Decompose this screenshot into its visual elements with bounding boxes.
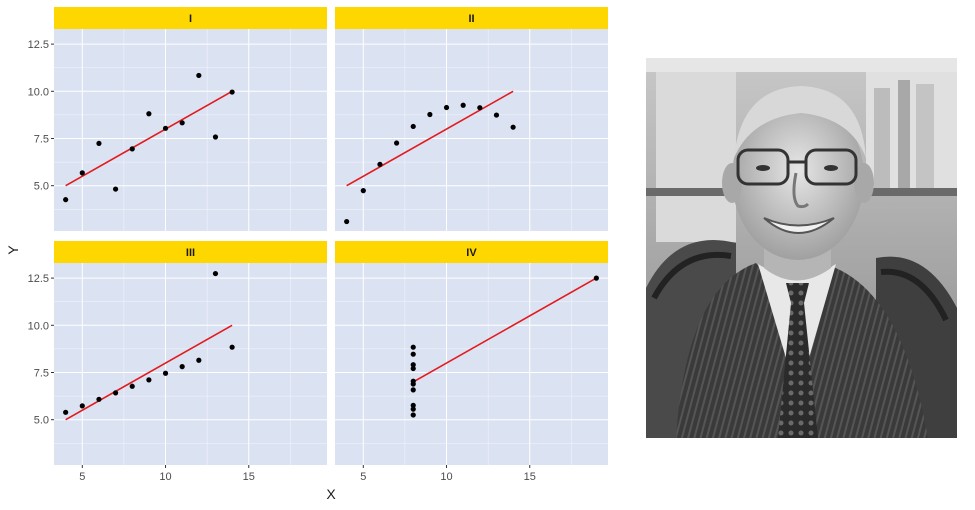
y-tick-label: 7.5 bbox=[34, 133, 49, 145]
data-point bbox=[410, 412, 416, 418]
data-point bbox=[229, 89, 235, 95]
facet-label: I bbox=[189, 13, 192, 25]
x-tick-label: 10 bbox=[440, 471, 452, 483]
data-point bbox=[344, 218, 350, 225]
facet-strip bbox=[335, 7, 608, 29]
y-tick-label: 5.0 bbox=[34, 181, 49, 193]
data-point bbox=[410, 365, 416, 372]
data-point bbox=[129, 383, 135, 389]
x-axis-title: X bbox=[326, 486, 336, 502]
facet-strip bbox=[54, 241, 327, 263]
data-point bbox=[112, 186, 119, 192]
data-point bbox=[393, 140, 400, 146]
x-tick-label: 15 bbox=[524, 471, 536, 483]
data-point bbox=[443, 104, 450, 111]
data-point bbox=[410, 406, 416, 412]
data-point bbox=[212, 134, 219, 140]
data-point bbox=[162, 370, 169, 376]
panel-background bbox=[335, 29, 608, 231]
y-tick-label: 10.0 bbox=[28, 86, 49, 98]
data-point bbox=[129, 146, 135, 152]
regression-line bbox=[65, 90, 233, 187]
data-point bbox=[377, 161, 383, 167]
data-point bbox=[79, 170, 85, 176]
data-point bbox=[410, 123, 416, 130]
data-point bbox=[63, 409, 69, 415]
portrait-photo bbox=[646, 58, 957, 438]
regression-line bbox=[412, 277, 597, 383]
x-tick-label: 15 bbox=[243, 471, 255, 483]
facet-strip bbox=[335, 241, 608, 263]
x-tick-label: 5 bbox=[360, 471, 366, 483]
data-point bbox=[112, 390, 119, 396]
facet-label: III bbox=[186, 247, 195, 259]
regression-line bbox=[346, 90, 514, 187]
data-point bbox=[410, 402, 416, 408]
y-tick-label: 10.0 bbox=[28, 320, 49, 332]
y-tick-label: 12.5 bbox=[28, 39, 49, 51]
data-point bbox=[146, 111, 152, 117]
data-point bbox=[410, 351, 416, 357]
data-point bbox=[96, 396, 102, 402]
data-point bbox=[63, 197, 69, 203]
data-point bbox=[593, 275, 599, 281]
data-point bbox=[162, 125, 169, 131]
facet-label: IV bbox=[466, 247, 477, 259]
data-point bbox=[196, 357, 202, 363]
data-point bbox=[212, 270, 219, 277]
data-point bbox=[410, 344, 416, 350]
panel-background bbox=[335, 263, 608, 465]
data-point bbox=[96, 140, 102, 147]
data-point bbox=[79, 403, 85, 409]
data-point bbox=[410, 387, 416, 393]
y-tick-label: 5.0 bbox=[34, 415, 49, 427]
facet-strip bbox=[54, 7, 327, 29]
data-point bbox=[493, 112, 500, 118]
y-axis-title: Y bbox=[5, 245, 21, 255]
data-point bbox=[360, 188, 366, 194]
regression-line bbox=[65, 324, 233, 421]
data-point bbox=[410, 381, 416, 387]
y-tick-label: 7.5 bbox=[34, 367, 49, 379]
data-point bbox=[427, 111, 433, 118]
facet-label: II bbox=[468, 13, 474, 25]
panel-background bbox=[54, 29, 327, 231]
data-point bbox=[410, 362, 416, 368]
data-point bbox=[460, 102, 466, 108]
data-point bbox=[179, 364, 185, 370]
data-point bbox=[146, 377, 152, 383]
y-tick-label: 12.5 bbox=[28, 273, 49, 285]
panel-background bbox=[54, 263, 327, 465]
data-point bbox=[196, 72, 202, 79]
x-tick-label: 10 bbox=[159, 471, 171, 483]
data-point bbox=[229, 344, 235, 350]
x-tick-label: 5 bbox=[79, 471, 85, 483]
data-point bbox=[179, 120, 185, 126]
data-point bbox=[510, 124, 516, 130]
data-point bbox=[477, 105, 483, 111]
